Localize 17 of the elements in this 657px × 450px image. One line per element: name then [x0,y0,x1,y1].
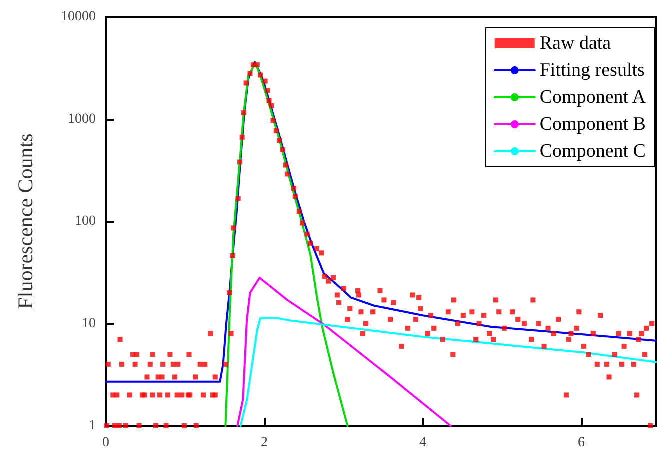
x-tick-label: 2 [261,436,268,450]
y-tick-label: 100 [75,214,96,229]
y-tick-label: 1000 [68,112,96,127]
legend-label: Component B [540,114,646,135]
x-tick-label: 0 [102,436,110,450]
line-series [236,277,452,427]
legend-label: Fitting results [540,60,645,81]
y-tick-label: 10 [82,316,96,332]
legend-label: Component A [540,87,646,108]
y-axis-title: Fluorescence Counts [14,134,38,310]
y-tick-label: 1 [89,418,96,434]
legend-label: Component C [540,141,646,162]
legend-label: Raw data [540,33,612,54]
x-tick-label: 4 [420,436,427,450]
x-tick-label: 6 [578,436,586,450]
line-series [240,317,657,427]
y-tick-label: 10000 [61,10,96,24]
